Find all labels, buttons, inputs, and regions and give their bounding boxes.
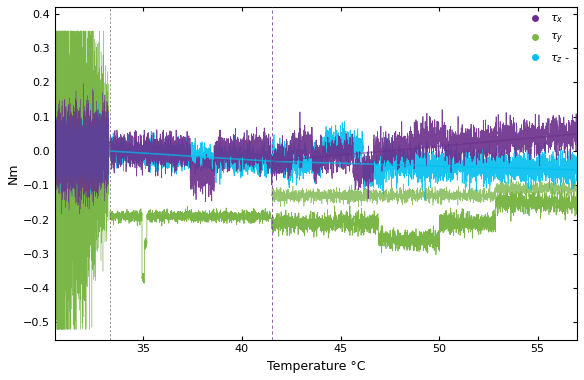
Y-axis label: Nm: Nm bbox=[7, 163, 20, 184]
Legend: $\tau_x$, $\tau_y$, $\tau_z$ -: $\tau_x$, $\tau_y$, $\tau_z$ - bbox=[519, 9, 575, 70]
X-axis label: Temperature °C: Temperature °C bbox=[267, 360, 365, 373]
